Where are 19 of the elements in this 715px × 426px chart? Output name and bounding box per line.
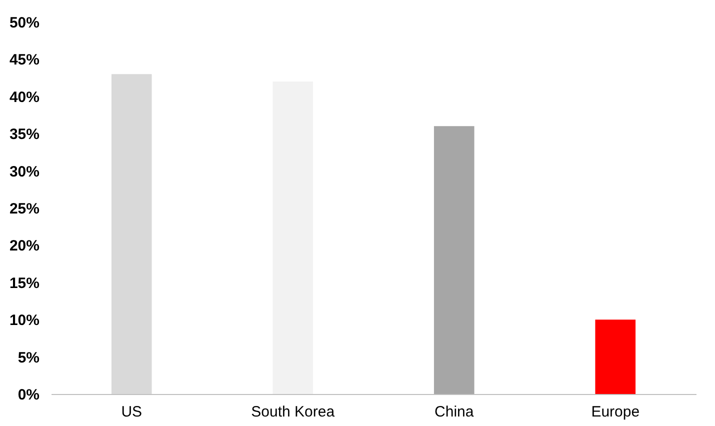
x-tick-label: Europe: [591, 404, 640, 420]
x-tick-label: US: [121, 404, 142, 420]
x-tick-label: South Korea: [251, 404, 336, 420]
y-tick-label: 25%: [9, 200, 40, 218]
x-tick-label: China: [434, 404, 474, 420]
y-tick-label: 35%: [9, 126, 40, 144]
y-tick-label: 0%: [18, 386, 40, 404]
y-tick-label: 10%: [9, 312, 40, 330]
bar: [434, 126, 474, 394]
bar: [111, 74, 152, 394]
bar: [272, 82, 314, 394]
bar: [595, 320, 636, 394]
y-tick-label: 20%: [9, 238, 40, 255]
y-tick-label: 15%: [9, 274, 40, 292]
y-tick-label: 45%: [9, 52, 40, 69]
y-tick-label: 30%: [9, 163, 40, 180]
y-tick-label: 40%: [9, 88, 40, 106]
y-tick-label: 5%: [18, 349, 40, 366]
y-tick-label: 50%: [9, 14, 40, 32]
